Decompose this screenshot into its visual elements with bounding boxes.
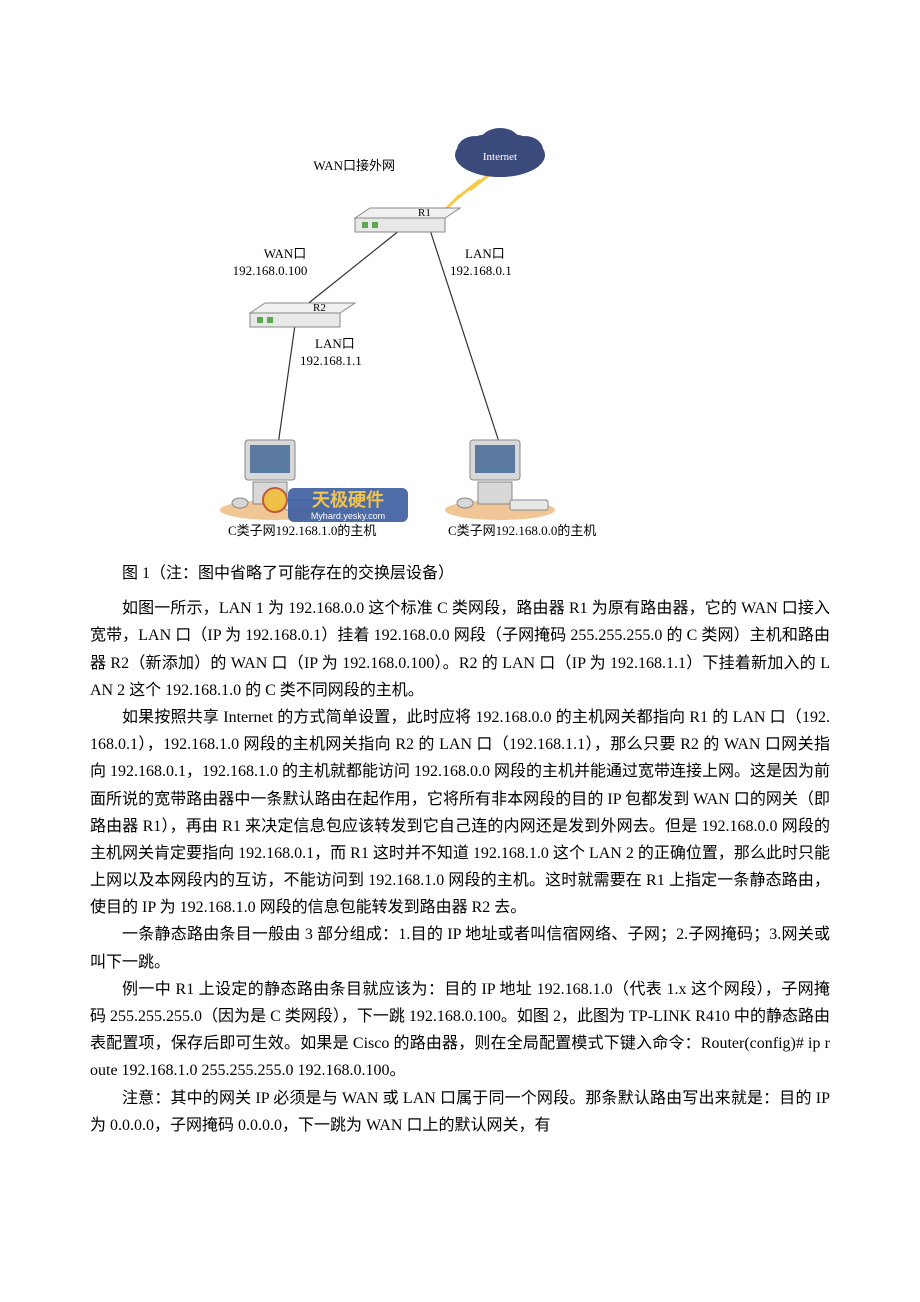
paragraph-1: 如图一所示，LAN 1 为 192.168.0.0 这个标准 C 类网段，路由器… [90,595,830,704]
pc1-label: C类子网192.168.1.0的主机 [228,523,376,538]
router-r2: R2 [250,302,355,327]
pc2-label: C类子网192.168.0.0的主机 [448,523,596,538]
pc2 [445,440,555,520]
wan-ip: 192.168.0.100 [233,263,308,278]
r1-lan-port-label: LAN口 [465,246,505,261]
watermark-text: 天极硬件 [312,489,384,510]
r2-lan-port-label: LAN口 [315,336,355,351]
paragraph-4: 例一中 R1 上设定的静态路由条目就应该为：目的 IP 地址 192.168.1… [90,976,830,1085]
internet-label: Internet [483,151,517,163]
paragraph-5: 注意：其中的网关 IP 必须是与 WAN 或 LAN 口属于同一个网段。那条默认… [90,1085,830,1139]
r1-lan-ip: 192.168.0.1 [450,263,512,278]
diagram-svg: Internet WAN口接外网 R1 LAN口 192.168.0.1 WAN… [140,100,640,540]
paragraph-2: 如果按照共享 Internet 的方式简单设置，此时应将 192.168.0.0… [90,704,830,922]
router-r1: R1 [355,207,460,232]
r2-label: R2 [313,302,326,314]
wan-external-label: WAN口接外网 [313,158,395,173]
internet-cloud: Internet [455,128,545,177]
r2-lan-ip: 192.168.1.1 [300,353,362,368]
network-diagram: Internet WAN口接外网 R1 LAN口 192.168.0.1 WAN… [140,100,640,540]
r1-label: R1 [418,207,431,219]
figure-caption: 图 1（注：图中省略了可能存在的交换层设备） [90,560,830,587]
svg-text:Myhard.yesky.com: Myhard.yesky.com [311,511,385,521]
wan-port-label: WAN口 [264,246,307,261]
paragraph-3: 一条静态路由条目一般由 3 部分组成：1.目的 IP 地址或者叫信宿网络、子网；… [90,921,830,975]
